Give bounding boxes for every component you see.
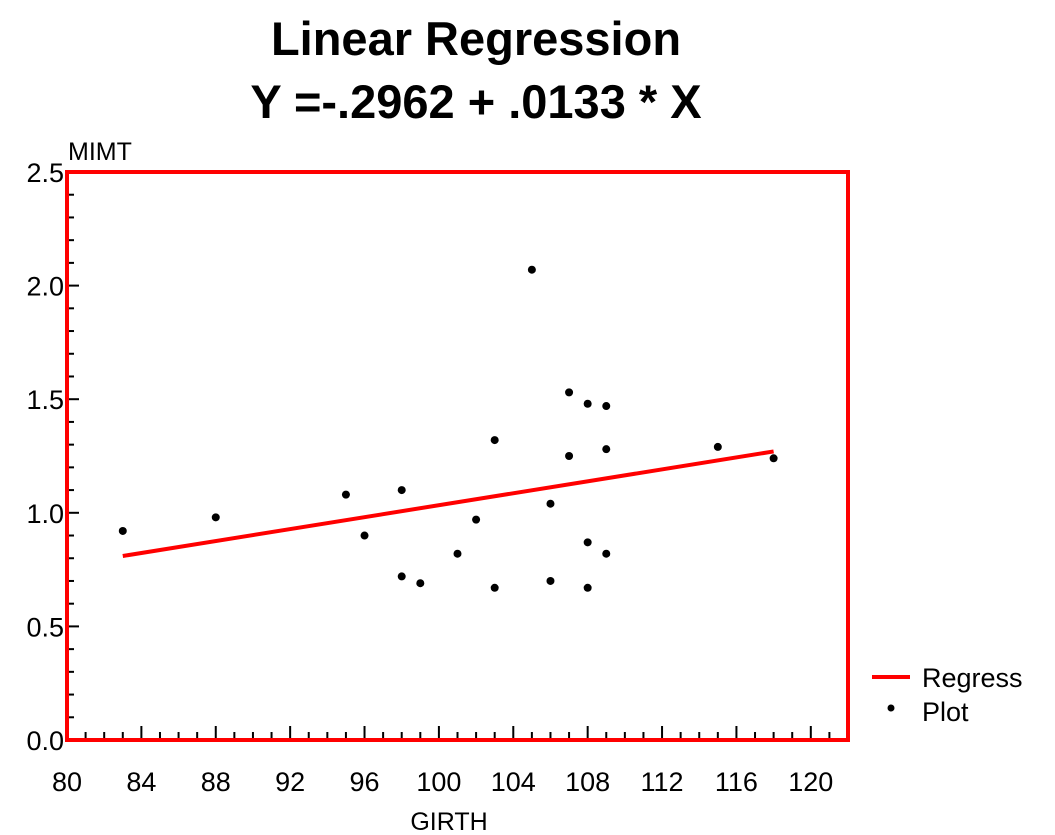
data-point bbox=[360, 531, 369, 540]
y-tick-label: 1.0 bbox=[26, 499, 64, 529]
x-tick-label: 112 bbox=[641, 767, 684, 797]
data-point bbox=[397, 572, 406, 581]
x-tick-label: 96 bbox=[350, 767, 380, 797]
x-tick-label: 120 bbox=[788, 767, 833, 797]
data-point bbox=[416, 579, 425, 588]
data-point bbox=[546, 576, 555, 585]
x-tick-label: 116 bbox=[715, 767, 758, 797]
y-tick-label: 2.5 bbox=[26, 158, 64, 188]
data-point bbox=[602, 549, 611, 558]
data-point bbox=[397, 486, 406, 495]
x-tick-label: 104 bbox=[491, 767, 536, 797]
x-tick-label: 88 bbox=[201, 767, 231, 797]
y-tick-label: 0.5 bbox=[26, 612, 64, 642]
y-tick-label: 1.5 bbox=[26, 385, 64, 415]
x-tick-label: 108 bbox=[565, 767, 610, 797]
legend-plot-label: Plot bbox=[922, 697, 969, 727]
x-axis-label: GIRTH bbox=[410, 808, 487, 835]
data-point bbox=[118, 526, 127, 535]
data-point bbox=[713, 442, 722, 451]
data-point bbox=[602, 402, 611, 411]
x-axis-ticks: 80 84 88 92 96 100 104 108 112 116 120 bbox=[52, 726, 849, 797]
data-point bbox=[565, 388, 574, 397]
plot-frame bbox=[65, 170, 850, 742]
data-point bbox=[453, 549, 462, 558]
data-point bbox=[490, 583, 499, 592]
legend-regress-label: Regress bbox=[922, 663, 1023, 693]
y-axis-label: MIMT bbox=[68, 138, 132, 166]
y-axis-ticks: 0.0 0.5 1.0 1.5 2.0 2.5 bbox=[26, 158, 79, 756]
y-tick-label: 2.0 bbox=[26, 272, 64, 302]
data-point bbox=[769, 454, 778, 463]
x-tick-label: 92 bbox=[275, 767, 305, 797]
data-point bbox=[602, 445, 611, 454]
data-point bbox=[211, 513, 220, 522]
data-point bbox=[583, 538, 592, 547]
data-point bbox=[583, 583, 592, 592]
regression-line bbox=[122, 449, 774, 558]
data-point bbox=[546, 499, 555, 508]
data-point bbox=[472, 515, 481, 524]
chart-subtitle: Y =-.2962 + .0133 * X bbox=[250, 75, 701, 128]
data-point bbox=[583, 399, 592, 408]
chart-title: Linear Regression bbox=[271, 12, 681, 65]
data-point bbox=[527, 265, 536, 274]
x-tick-label: 100 bbox=[416, 767, 461, 797]
legend-plot-marker bbox=[887, 704, 895, 712]
data-point bbox=[490, 436, 499, 445]
data-point bbox=[341, 490, 350, 499]
plot-area bbox=[118, 265, 778, 592]
y-tick-label: 0.0 bbox=[26, 726, 64, 756]
legend: Regress Plot bbox=[872, 663, 1023, 727]
data-point bbox=[565, 452, 574, 460]
x-tick-label: 84 bbox=[126, 767, 156, 797]
x-tick-label: 80 bbox=[52, 767, 82, 797]
